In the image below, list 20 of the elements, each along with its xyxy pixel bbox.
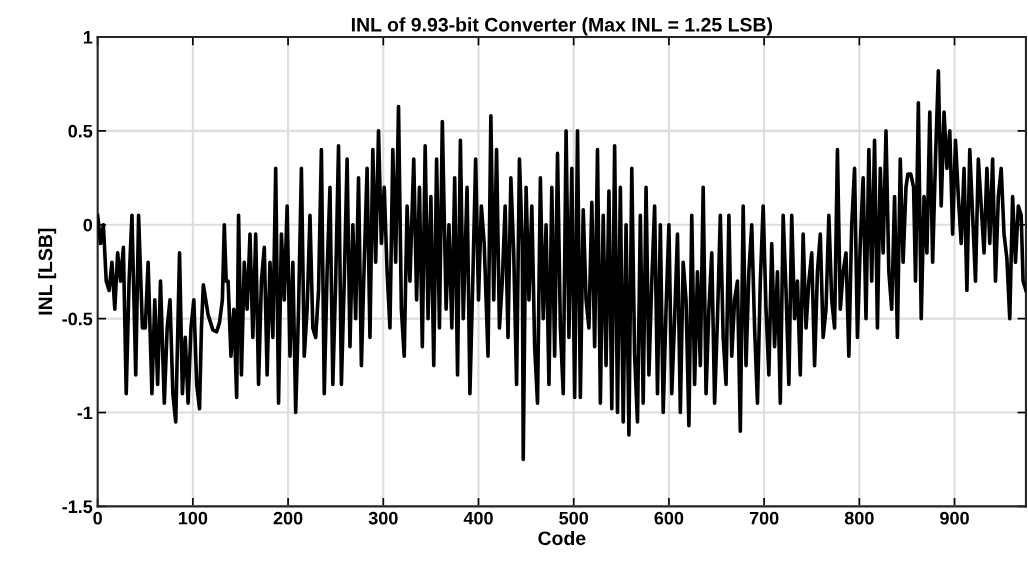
x-axis-title: Code xyxy=(538,530,586,546)
y-tick-label: -0.5 xyxy=(62,312,93,326)
x-tick-label: 300 xyxy=(368,511,398,525)
y-tick-label: 0 xyxy=(83,218,93,232)
x-tick-label: 900 xyxy=(940,511,969,525)
y-axis-title: INL [LSB] xyxy=(38,228,57,315)
chart-title: INL of 9.93-bit Converter (Max INL = 1.25 LSB) xyxy=(351,17,773,36)
x-tick-label: 200 xyxy=(273,511,303,525)
line-series xyxy=(97,68,1026,462)
y-tick-label: 1 xyxy=(83,31,93,44)
y-tick-label: -1.5 xyxy=(62,500,93,514)
y-tick-label: 0.5 xyxy=(68,124,93,138)
x-tick-label: 800 xyxy=(844,511,874,525)
x-tick-label: 100 xyxy=(178,511,208,525)
x-tick-label: 500 xyxy=(559,511,589,525)
x-tick-label: 600 xyxy=(654,511,684,525)
x-tick-label: 0 xyxy=(93,511,102,525)
x-tick-label: 700 xyxy=(749,511,779,525)
x-tick-label: 400 xyxy=(463,511,493,525)
y-tick-label: -1 xyxy=(77,406,93,420)
